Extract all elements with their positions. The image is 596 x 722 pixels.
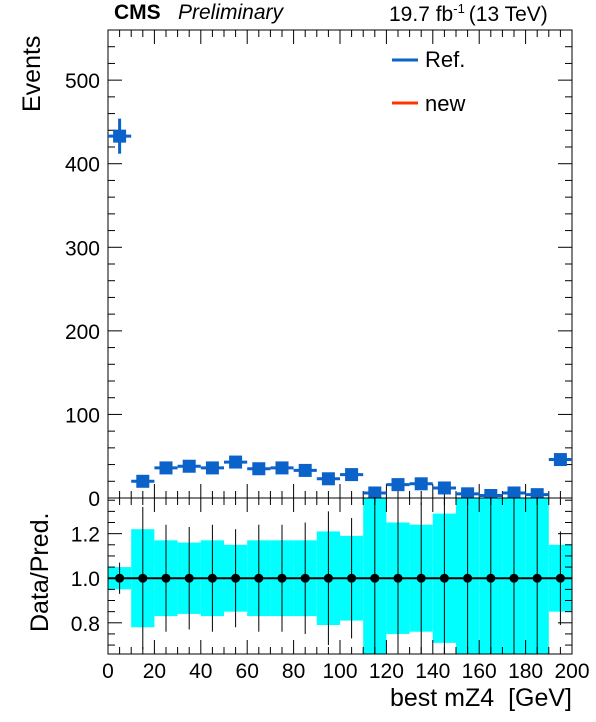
ratio-point: [184, 573, 194, 583]
ref-point: [205, 461, 219, 475]
ratio-point: [370, 573, 380, 583]
x-tick-label: 160: [462, 660, 497, 683]
ratio-y-tick-label: 0.8: [71, 613, 100, 636]
top-panel-frame: [107, 29, 573, 499]
ratio-point: [138, 573, 148, 583]
ratio-point: [532, 573, 542, 583]
ratio-point: [393, 573, 403, 583]
ref-point: [368, 486, 382, 500]
x-tick-label: 180: [508, 660, 543, 683]
x-tick-label: 0: [102, 660, 114, 683]
y-tick-label: 400: [65, 154, 100, 177]
ratio-point: [207, 573, 217, 583]
ref-point: [553, 453, 567, 467]
x-tick-label: 140: [415, 660, 450, 683]
ref-point: [391, 478, 405, 492]
legend-new-label: new: [425, 91, 465, 116]
y-tick-label: 100: [65, 404, 100, 427]
y-axis-label-ratio: Data/Pred.: [26, 512, 54, 632]
ref-point: [159, 461, 173, 475]
lumi-exponent: -1: [453, 1, 465, 16]
x-tick-labels: 0 20 40 60 80 100 120 140 160 180 200: [102, 660, 589, 683]
y-axis-label-events: Events: [18, 36, 46, 112]
y-tick-label: 500: [65, 70, 100, 93]
cms-label: CMS: [114, 1, 161, 24]
x-tick-label: 20: [143, 660, 166, 683]
ratio-point: [463, 573, 473, 583]
ratio-y-tick-label: 1.2: [71, 524, 100, 547]
ratio-point: [254, 573, 264, 583]
ratio-point: [416, 573, 426, 583]
ref-series-points: [108, 118, 572, 502]
x-tick-label: 200: [554, 660, 589, 683]
ratio-point: [161, 573, 171, 583]
legend-ref-label: Ref.: [425, 47, 465, 72]
ref-point: [345, 468, 359, 482]
ratio-uncertainty-band: [108, 498, 572, 654]
ref-point: [414, 477, 428, 491]
x-tick-label: 80: [282, 660, 305, 683]
ref-point: [298, 463, 312, 477]
ref-point: [437, 481, 451, 495]
ref-point: [113, 129, 127, 143]
ratio-y-tick-label: 1.0: [71, 568, 100, 591]
ratio-point: [439, 573, 449, 583]
ref-point: [507, 486, 521, 500]
ref-point: [321, 472, 335, 486]
ratio-point: [347, 573, 357, 583]
y-tick-label: 200: [65, 321, 100, 344]
x-tick-label: 120: [369, 660, 404, 683]
ref-point: [275, 461, 289, 475]
x-tick-label: 60: [236, 660, 259, 683]
ratio-point: [277, 573, 287, 583]
ref-point: [461, 487, 475, 501]
y-tick-label: 300: [65, 237, 100, 260]
ratio-point: [231, 573, 241, 583]
y-tick-label: 0: [88, 488, 100, 511]
energy-value: (13 TeV): [469, 3, 548, 26]
lumi-label: 19.7 fb-1 (13 TeV): [389, 1, 548, 26]
x-axis-label: best mZ4 [GeV]: [390, 684, 572, 712]
top-panel-ticks: 0 100 200 300 400 500: [65, 29, 573, 511]
ratio-point: [509, 573, 519, 583]
bottom-panel-ticks: 0.8 1.0 1.2: [71, 498, 573, 654]
x-tick-label: 100: [322, 660, 357, 683]
preliminary-label: Preliminary: [178, 1, 285, 24]
ratio-series-points: [115, 498, 565, 654]
ratio-point: [486, 573, 496, 583]
ratio-point: [300, 573, 310, 583]
legend: Ref. new: [392, 47, 465, 116]
ref-point: [229, 455, 243, 469]
x-tick-label: 40: [189, 660, 212, 683]
ref-point: [182, 459, 196, 473]
ref-point: [252, 462, 266, 476]
ratio-point: [323, 573, 333, 583]
lumi-value: 19.7 fb: [389, 3, 453, 26]
ref-point: [136, 474, 150, 488]
